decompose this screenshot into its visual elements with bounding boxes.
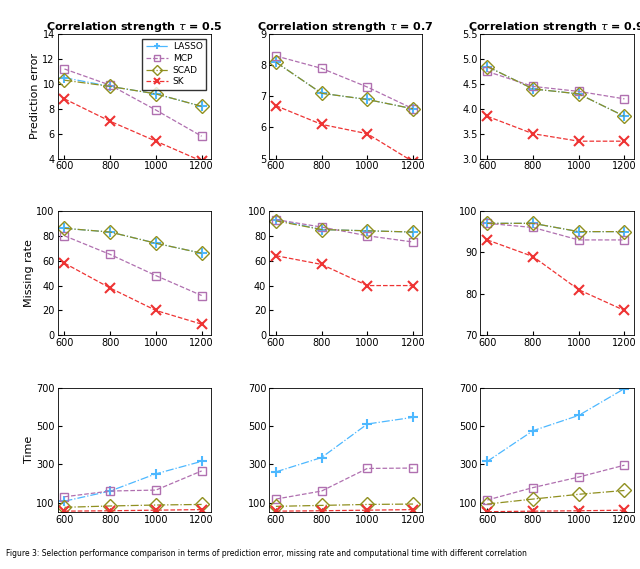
- Y-axis label: Prediction error: Prediction error: [29, 53, 40, 139]
- Y-axis label: Missing rate: Missing rate: [24, 239, 34, 307]
- Title: Correlation strength $\tau$ = 0.5: Correlation strength $\tau$ = 0.5: [46, 20, 223, 34]
- Y-axis label: Time: Time: [24, 436, 33, 464]
- Title: Correlation strength $\tau$ = 0.9: Correlation strength $\tau$ = 0.9: [468, 20, 640, 34]
- Title: Correlation strength $\tau$ = 0.7: Correlation strength $\tau$ = 0.7: [257, 20, 434, 34]
- Text: Figure 3: Selection performance comparison in terms of prediction error, missing: Figure 3: Selection performance comparis…: [6, 549, 527, 558]
- Legend: LASSO, MCP, SCAD, SK: LASSO, MCP, SCAD, SK: [142, 39, 206, 90]
